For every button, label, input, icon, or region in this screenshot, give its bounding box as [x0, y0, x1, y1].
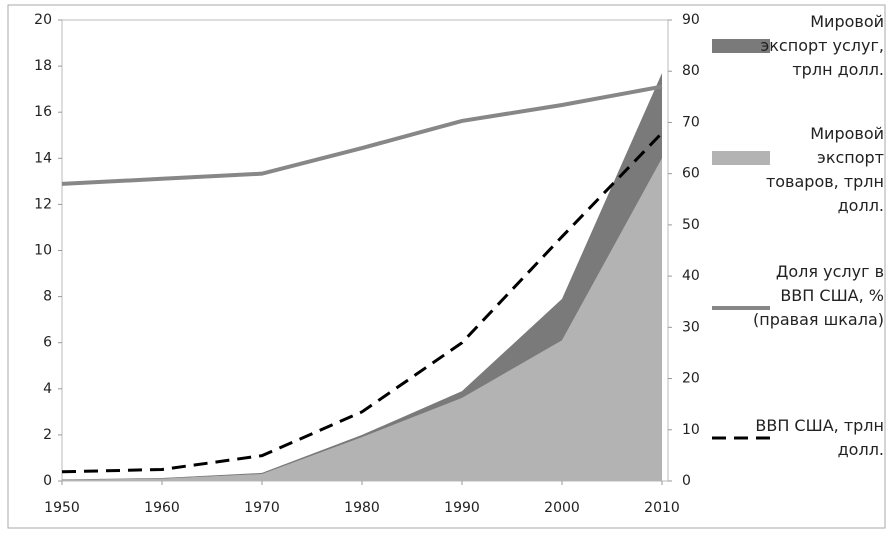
y2-tick-label: 90 [682, 12, 700, 28]
x-tick-label: 1950 [44, 500, 80, 516]
y-tick-label: 0 [43, 473, 52, 489]
legend-label: Доля услуг в ВВП США, % (правая шкала) [753, 262, 884, 329]
y2-tick-label: 0 [682, 473, 691, 489]
line [61, 131, 664, 474]
y2-tick-label: 50 [682, 217, 700, 233]
y-tick-label: 12 [34, 196, 52, 212]
x-tick-label: 1980 [344, 500, 380, 516]
y2-tick-label: 20 [682, 371, 700, 387]
legend-swatch [712, 151, 770, 165]
y-tick-label: 2 [43, 427, 52, 443]
y-tick-label: 10 [34, 243, 52, 259]
y-tick-label: 6 [43, 335, 52, 351]
x-tick-label: 2010 [644, 500, 680, 516]
legend-label: Мировой экспорт услуг, трлн долл. [760, 12, 884, 79]
y-tick-label: 14 [34, 150, 52, 166]
area [62, 158, 662, 482]
x-tick-label: 1970 [244, 500, 280, 516]
y2-tick-label: 70 [682, 114, 700, 130]
y2-tick-label: 80 [682, 63, 700, 79]
legend-swatch [712, 39, 770, 53]
legend-label: Мировой экспорт товаров, трлн долл. [765, 124, 884, 215]
y2-tick-label: 40 [682, 268, 700, 284]
y-tick-label: 18 [34, 58, 52, 74]
y2-tick-label: 60 [682, 166, 700, 182]
line [61, 84, 663, 186]
y-tick-label: 20 [34, 12, 52, 28]
x-tick-label: 2000 [544, 500, 580, 516]
y-tick-label: 8 [43, 289, 52, 305]
chart-border [7, 4, 886, 529]
x-tick-label: 1960 [144, 500, 180, 516]
x-tick-label: 1990 [444, 500, 480, 516]
legend-label: ВВП США, трлн долл. [755, 416, 884, 459]
y-tick-label: 4 [43, 381, 52, 397]
y-tick-label: 16 [34, 104, 52, 120]
y2-tick-label: 10 [682, 422, 700, 438]
y2-tick-label: 30 [682, 319, 700, 335]
